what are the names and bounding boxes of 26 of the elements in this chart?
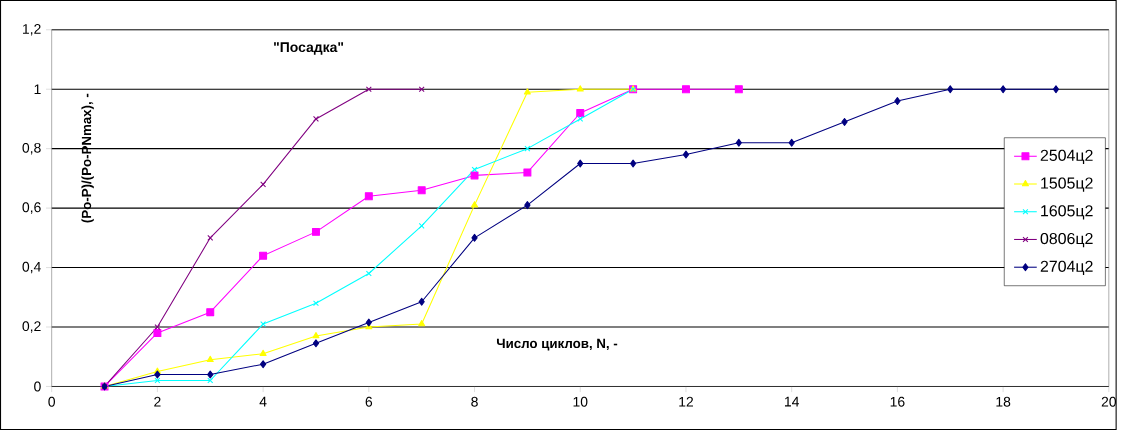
x-tick-label: 14	[784, 396, 800, 407]
y-tick-label: 1,2	[22, 23, 41, 36]
x-tick-label: 10	[573, 396, 588, 407]
x-axis-title: Число циклов, N, -	[496, 338, 618, 351]
y-tick-label: 1	[34, 84, 41, 94]
legend-label: 2704ц2	[1040, 260, 1093, 275]
legend-label: 0806ц2	[1040, 232, 1093, 248]
x-tick-label: 20	[1101, 396, 1117, 407]
x-tick-label: 18	[996, 396, 1011, 407]
text: "Посадка"	[274, 42, 344, 55]
legend-label: 2504ц2	[1040, 149, 1093, 164]
y-tick-label: 0,8	[22, 142, 41, 155]
y-axis-title: (Po-P)/(Po-PNmax), -	[81, 93, 94, 223]
x-tick-label: 4	[259, 396, 267, 407]
x-tick-label: 12	[679, 396, 694, 407]
legend-label: 1605ц2	[1041, 205, 1093, 220]
x-tick-label: 0	[48, 396, 56, 407]
y-tick-label: 0,4	[22, 261, 41, 274]
x-tick-label: 6	[365, 396, 373, 407]
y-tick-label: 0	[34, 381, 41, 392]
x-tick-label: 8	[471, 396, 478, 407]
legend-label: 1505ц2	[1041, 177, 1093, 192]
x-tick-label: 2	[154, 396, 161, 407]
y-tick-label: 0,2	[22, 321, 41, 333]
x-tick-label: 16	[890, 396, 905, 407]
y-tick-label: 0,6	[22, 202, 41, 214]
